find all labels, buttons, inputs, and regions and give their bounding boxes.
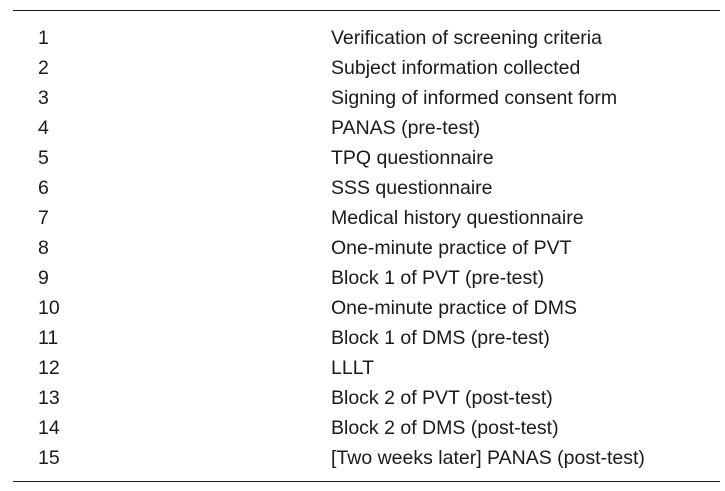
step-description: One-minute practice of DMS — [331, 297, 578, 319]
step-description: Signing of informed consent form — [331, 87, 618, 109]
table-row: 14 Block 2 of DMS (post-test) — [13, 413, 720, 443]
step-number: 9 — [38, 267, 49, 289]
table-row: 10 One-minute practice of DMS — [13, 293, 720, 323]
procedure-table: 1 Verification of screening criteria 2 Subj… — [13, 10, 720, 482]
step-description: Verification of screening criteria — [331, 27, 602, 49]
table-row: 13 Block 2 of PVT (post-test) — [13, 383, 720, 413]
table-rows: 1 Verification of screening criteria 2 Subj… — [13, 23, 720, 473]
step-number: 8 — [38, 237, 49, 259]
step-number: 5 — [38, 147, 49, 169]
table-row: 11 Block 1 of DMS (pre-test) — [13, 323, 720, 353]
step-description: Block 2 of DMS (post-test) — [331, 417, 559, 439]
table-row: 2 Subject information collected — [13, 53, 720, 83]
table-row: 6 SSS questionnaire — [13, 173, 720, 203]
step-description: Subject information collected — [331, 57, 581, 79]
step-number: 3 — [38, 87, 49, 109]
step-number: 7 — [38, 207, 49, 229]
table-row: 3 Signing of informed consent form — [13, 83, 720, 113]
table-row: 4 PANAS (pre-test) — [13, 113, 720, 143]
step-description: One-minute practice of PVT — [331, 237, 572, 259]
step-number: 15 — [38, 447, 60, 469]
step-description: SSS questionnaire — [331, 177, 493, 199]
step-description: Medical history questionnaire — [331, 207, 584, 229]
step-number: 12 — [38, 357, 60, 379]
table-row: 15 [Two weeks later] PANAS (post-test) — [13, 443, 720, 473]
step-description: LLLT — [331, 357, 374, 379]
table-row: 9 Block 1 of PVT (pre-test) — [13, 263, 720, 293]
step-description: TPQ questionnaire — [331, 147, 494, 169]
step-description: [Two weeks later] PANAS (post-test) — [331, 447, 645, 469]
table-top-rule — [13, 10, 720, 11]
step-number: 10 — [38, 297, 60, 319]
step-description: Block 1 of DMS (pre-test) — [331, 327, 550, 349]
table-bottom-rule — [13, 481, 720, 482]
table-row: 8 One-minute practice of PVT — [13, 233, 720, 263]
table-row: 5 TPQ questionnaire — [13, 143, 720, 173]
procedure-table-body: 1 Verification of screening criteria 2 Subj… — [13, 23, 720, 473]
table-row: 7 Medical history questionnaire — [13, 203, 720, 233]
step-description: Block 1 of PVT (pre-test) — [331, 267, 545, 289]
step-description: Block 2 of PVT (post-test) — [331, 387, 553, 409]
step-number: 2 — [38, 57, 49, 79]
table-row: 12 LLLT — [13, 353, 720, 383]
step-number: 6 — [38, 177, 49, 199]
step-number: 4 — [38, 117, 49, 139]
table-row: 1 Verification of screening criteria — [13, 23, 720, 53]
step-description: PANAS (pre-test) — [331, 117, 481, 139]
step-number: 14 — [38, 417, 60, 439]
step-number: 13 — [38, 387, 60, 409]
step-number: 1 — [38, 27, 49, 49]
step-number: 11 — [38, 327, 59, 349]
